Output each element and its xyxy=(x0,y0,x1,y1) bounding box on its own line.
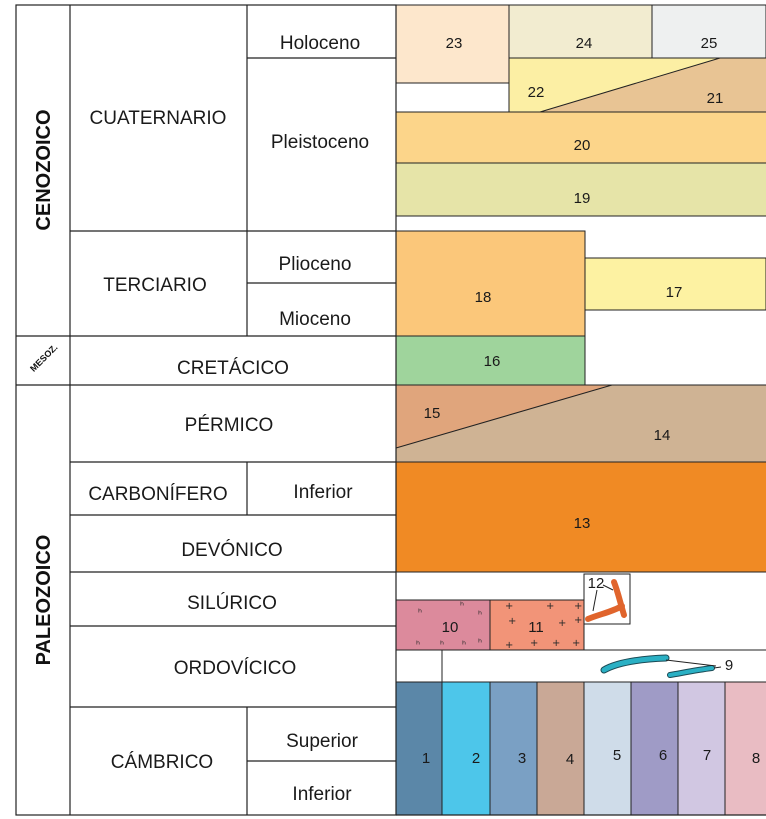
unit-label-16: 16 xyxy=(484,353,501,370)
unit-6-fill xyxy=(631,682,678,815)
unit-label-1: 1 xyxy=(422,750,430,767)
unit-19-fill xyxy=(396,163,766,216)
unit-11-pattern: + + + + + + + + + + xyxy=(505,601,582,651)
era-mesozoic-label: MESOZ. xyxy=(28,342,59,373)
unit-label-25: 25 xyxy=(701,35,718,52)
period-cuaternario: CUATERNARIO xyxy=(90,108,227,129)
unit-label-20: 20 xyxy=(574,137,591,154)
unit-label-8: 8 xyxy=(752,750,760,767)
unit-3-fill xyxy=(490,682,537,815)
epoch-mioceno: Mioceno xyxy=(279,309,351,330)
unit-borders xyxy=(395,4,766,815)
unit-label-12: 12 xyxy=(588,575,605,592)
unit-label-6: 6 xyxy=(659,747,667,764)
period-terciario: TERCIARIO xyxy=(103,275,206,296)
period-carbonifero: CARBONÍFERO xyxy=(88,484,227,505)
period-devonico: DEVÓNICO xyxy=(181,539,282,561)
unit-labels: 1 2 3 4 5 6 7 8 9 10 11 12 13 14 15 16 1… xyxy=(422,35,760,768)
unit-17-fill xyxy=(585,258,766,310)
epoch-pleistoceno: Pleistoceno xyxy=(271,132,369,153)
unit-16-fill xyxy=(396,336,585,385)
epoch-camb-superior: Superior xyxy=(286,731,358,752)
svg-text:+: + xyxy=(552,638,560,649)
epoch-carb-inferior: Inferior xyxy=(293,482,353,503)
svg-text:+: + xyxy=(572,638,580,649)
unit-label-19: 19 xyxy=(574,190,591,207)
epoch-plioceno: Plioceno xyxy=(279,254,352,275)
svg-text:+: + xyxy=(505,640,513,651)
svg-text:+: + xyxy=(574,615,582,626)
unit-label-14: 14 xyxy=(654,427,671,444)
period-cretacico: CRETÁCICO xyxy=(177,358,289,379)
period-cambrico: CÁMBRICO xyxy=(111,752,213,773)
svg-text:+: + xyxy=(505,601,513,612)
period-ordovicico: ORDOVÍCICO xyxy=(174,658,296,679)
svg-text:ʰ: ʰ xyxy=(416,640,420,651)
unit-label-18: 18 xyxy=(475,289,492,306)
svg-text:ʰ: ʰ xyxy=(462,640,466,651)
unit-13-fill xyxy=(396,462,766,572)
unit-18-fill xyxy=(396,231,585,336)
unit-fills xyxy=(396,5,766,815)
unit-label-24: 24 xyxy=(576,35,593,52)
unit-label-10: 10 xyxy=(442,619,459,636)
era-cenozoic-label: CENOZOICO xyxy=(33,109,55,230)
unit-label-9: 9 xyxy=(725,657,733,674)
era-paleozoic-label: PALEOZOICO xyxy=(33,535,55,666)
svg-text:+: + xyxy=(530,638,538,649)
svg-text:+: + xyxy=(558,618,566,629)
unit-20-fill xyxy=(396,112,766,163)
svg-text:ʰ: ʰ xyxy=(478,610,482,621)
unit-9-veins xyxy=(600,654,722,678)
unit-label-7: 7 xyxy=(703,747,711,764)
unit-10-pattern: ʰ ʰ ʰ ʰ ʰ ʰ ʰ xyxy=(416,601,482,651)
unit-12-inset xyxy=(583,573,631,625)
svg-text:+: + xyxy=(574,601,582,612)
unit-5-fill xyxy=(584,682,631,815)
unit-label-5: 5 xyxy=(613,747,621,764)
unit-25-fill xyxy=(652,5,766,58)
epoch-holoceno: Holoceno xyxy=(280,33,360,54)
svg-text:ʰ: ʰ xyxy=(418,608,422,619)
unit-1-fill xyxy=(396,682,442,815)
unit-21-fill xyxy=(540,58,766,112)
unit-24-fill xyxy=(509,5,652,58)
unit-label-3: 3 xyxy=(518,750,526,767)
unit-10-fill xyxy=(396,600,490,650)
unit-label-22: 22 xyxy=(528,84,545,101)
unit-4-fill xyxy=(537,682,584,815)
unit-23-fill xyxy=(396,5,509,83)
unit-label-21: 21 xyxy=(707,90,724,107)
unit-label-23: 23 xyxy=(446,35,463,52)
epoch-camb-inferior: Inferior xyxy=(292,784,352,805)
unit-label-4: 4 xyxy=(566,751,574,768)
svg-text:ʰ: ʰ xyxy=(460,601,464,612)
unit-label-15: 15 xyxy=(424,405,441,422)
time-table-grid xyxy=(15,4,397,816)
unit-label-11: 11 xyxy=(528,619,544,636)
unit-8-fill xyxy=(725,682,766,815)
unit-2-fill xyxy=(442,682,490,815)
svg-text:ʰ: ʰ xyxy=(440,640,444,651)
unit-label-13: 13 xyxy=(574,515,591,532)
period-permico: PÉRMICO xyxy=(185,415,274,436)
unit-11-fill xyxy=(490,600,584,650)
unit-label-17: 17 xyxy=(666,284,683,301)
svg-text:+: + xyxy=(508,616,516,627)
period-silurico: SILÚRICO xyxy=(187,592,277,614)
svg-text:ʰ: ʰ xyxy=(478,638,482,649)
unit-label-2: 2 xyxy=(472,750,480,767)
unit-7-fill xyxy=(678,682,725,815)
svg-text:+: + xyxy=(546,601,554,612)
